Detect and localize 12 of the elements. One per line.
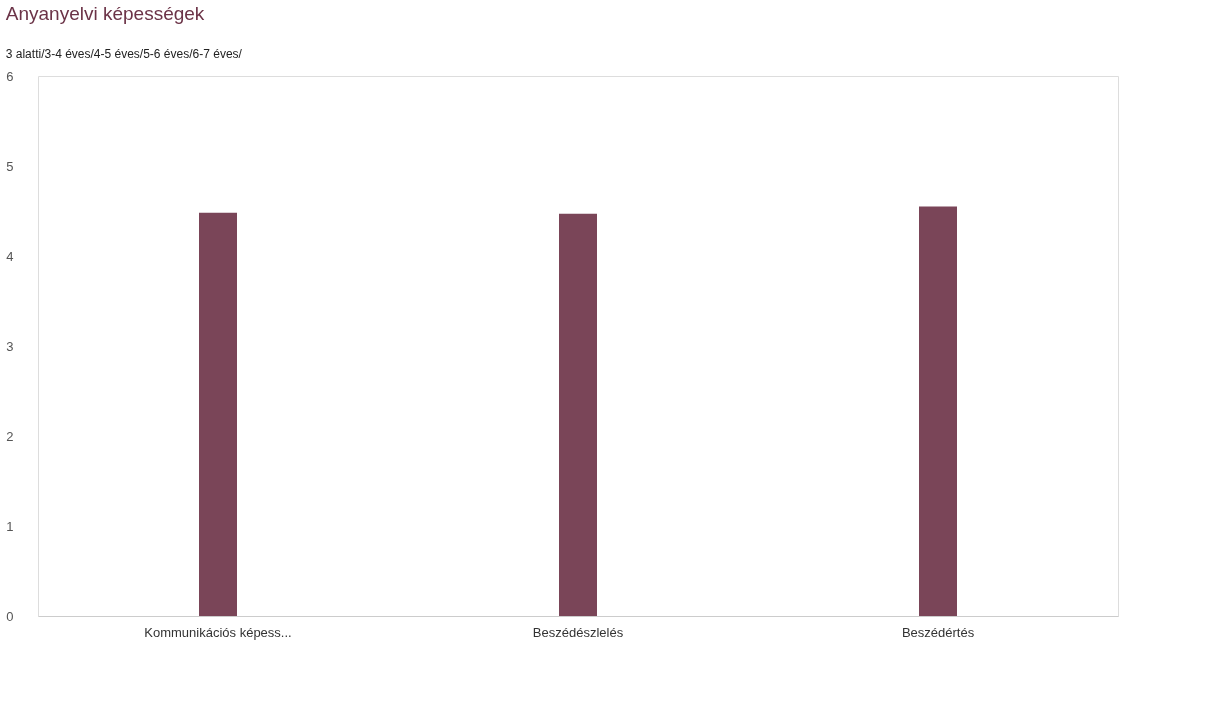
y-tick-label: 6 (6, 68, 14, 84)
y-tick-label: 4 (6, 248, 14, 264)
x-tick-label: Beszédészlelés (532, 624, 624, 640)
x-tick-label: Beszédértés (901, 624, 975, 640)
y-tick-label: 3 (6, 338, 14, 354)
chart-title: Anyanyelvi képességek (5, 3, 205, 24)
y-tick-label: 2 (6, 428, 14, 444)
y-tick-label: 1 (6, 518, 14, 534)
y-tick-label: 5 (6, 158, 14, 174)
y-tick-label: 0 (6, 608, 14, 624)
x-tick-label: Kommunikációs képess... (144, 624, 292, 640)
chart-subtitle: 3 alatti/3-4 éves/4-5 éves/5-6 éves/6-7 éves/ (5, 47, 243, 61)
